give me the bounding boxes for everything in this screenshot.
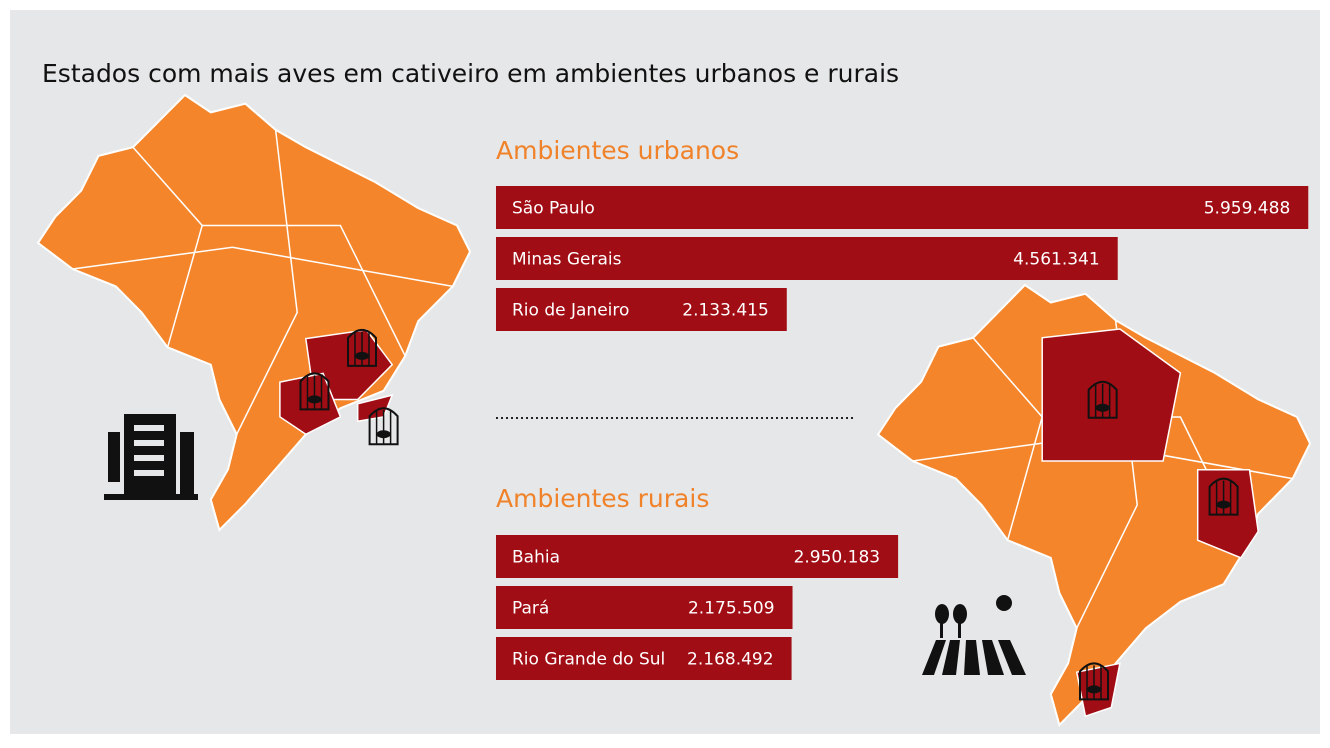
bird bbox=[376, 430, 391, 439]
cage bbox=[1087, 380, 1118, 419]
bar-category: Rio de Janeiro bbox=[512, 301, 629, 321]
cage bbox=[1208, 477, 1239, 516]
highlight-state bbox=[279, 372, 342, 436]
maps bbox=[36, 93, 1312, 727]
cage bbox=[1079, 662, 1109, 701]
cage-icon bbox=[1087, 380, 1118, 419]
bar-value: 2.133.415 bbox=[682, 301, 769, 321]
cage-icon bbox=[347, 328, 377, 367]
page-title: Estados com mais aves em cativeiro em am… bbox=[42, 59, 899, 88]
cage-icon bbox=[1079, 662, 1109, 701]
bar-category: Minas Gerais bbox=[512, 250, 622, 270]
cage-icon bbox=[368, 407, 399, 446]
bird bbox=[307, 395, 322, 404]
bar bbox=[496, 535, 899, 578]
bird bbox=[1216, 500, 1231, 509]
bar-category: Rio Grande do Sul bbox=[512, 650, 665, 670]
bar-value: 5.959.488 bbox=[1204, 199, 1291, 219]
highlight-state bbox=[1041, 328, 1182, 462]
section-title: Ambientes rurais bbox=[496, 484, 709, 513]
section-title: Ambientes urbanos bbox=[496, 136, 739, 165]
bird bbox=[355, 351, 369, 360]
bird bbox=[1095, 403, 1110, 412]
bar bbox=[496, 637, 792, 680]
cage bbox=[347, 328, 377, 367]
building-icon bbox=[104, 414, 198, 500]
bar-category: Pará bbox=[512, 599, 549, 619]
cage bbox=[368, 407, 399, 446]
bar bbox=[496, 586, 793, 629]
cage-icon bbox=[1208, 477, 1239, 516]
bar bbox=[496, 186, 1309, 229]
state-border bbox=[236, 129, 298, 435]
bar-category: Bahia bbox=[512, 548, 560, 568]
bar bbox=[496, 237, 1118, 280]
state-border bbox=[202, 224, 406, 357]
bar-category: São Paulo bbox=[512, 199, 595, 219]
state-border bbox=[72, 246, 453, 288]
bar-value: 2.175.509 bbox=[688, 599, 775, 619]
cage bbox=[299, 372, 330, 411]
bar bbox=[496, 288, 787, 331]
bar-value: 4.561.341 bbox=[1013, 250, 1100, 270]
bird bbox=[1087, 685, 1101, 694]
map-outline bbox=[36, 93, 472, 532]
bar-value: 2.950.183 bbox=[794, 548, 881, 568]
bar-value: 2.168.492 bbox=[687, 650, 774, 670]
cage-icon bbox=[299, 372, 330, 411]
rural-icon bbox=[922, 595, 1026, 675]
